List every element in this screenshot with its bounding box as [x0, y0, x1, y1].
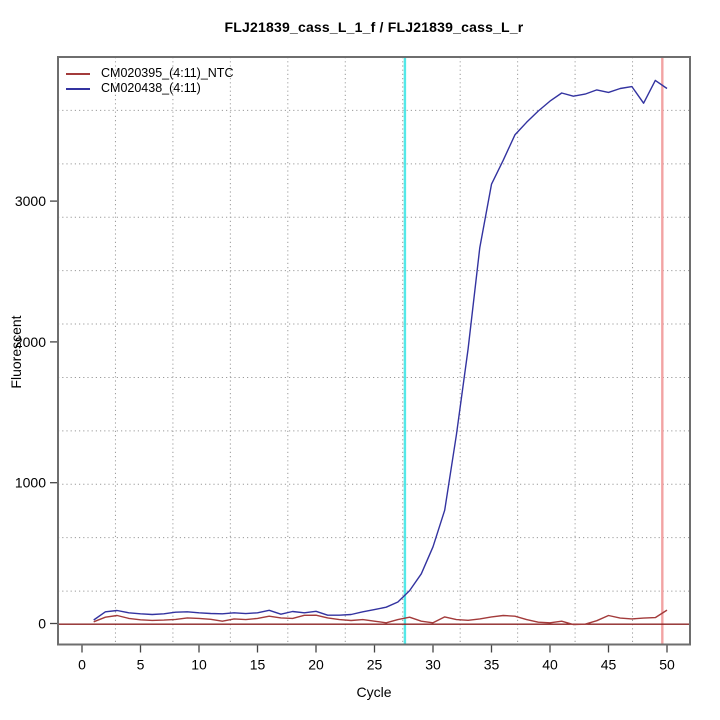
legend-label-sample: CM020438_(4:11): [101, 81, 201, 95]
x-tick-label: 50: [659, 657, 675, 673]
y-tick-label: 0: [38, 616, 46, 632]
y-tick-label: 1000: [15, 475, 46, 491]
ntc-curve: [93, 609, 668, 626]
chart-title: FLJ21839_cass_L_1_f / FLJ21839_cass_L_r: [224, 19, 524, 35]
legend-item-ntc: CM020395_(4:11)_NTC: [66, 66, 233, 81]
x-tick-label: 40: [542, 657, 558, 673]
x-tick-label: 45: [601, 657, 617, 673]
legend-item-sample: CM020438_(4:11): [66, 81, 233, 96]
x-tick-label: 35: [484, 657, 500, 673]
x-tick-label: 5: [137, 657, 145, 673]
x-tick-label: 15: [250, 657, 266, 673]
y-tick-label: 3000: [15, 193, 46, 209]
y-tick-label: 2000: [15, 334, 46, 350]
y-axis-title: Fluorescent: [8, 315, 24, 389]
x-tick-label: 30: [425, 657, 441, 673]
legend-line-ntc: [66, 72, 90, 75]
x-tick-label: 25: [367, 657, 383, 673]
x-tick-label: 20: [308, 657, 324, 673]
sample-amplification-curve: [93, 79, 668, 621]
legend-line-sample: [66, 87, 90, 90]
plot-box: [57, 56, 691, 646]
x-tick-label: 0: [78, 657, 86, 673]
x-tick-label: 10: [191, 657, 207, 673]
legend: CM020395_(4:11)_NTC CM020438_(4:11): [66, 66, 233, 96]
legend-label-ntc: CM020395_(4:11)_NTC: [101, 66, 234, 80]
x-axis-title: Cycle: [356, 684, 392, 700]
